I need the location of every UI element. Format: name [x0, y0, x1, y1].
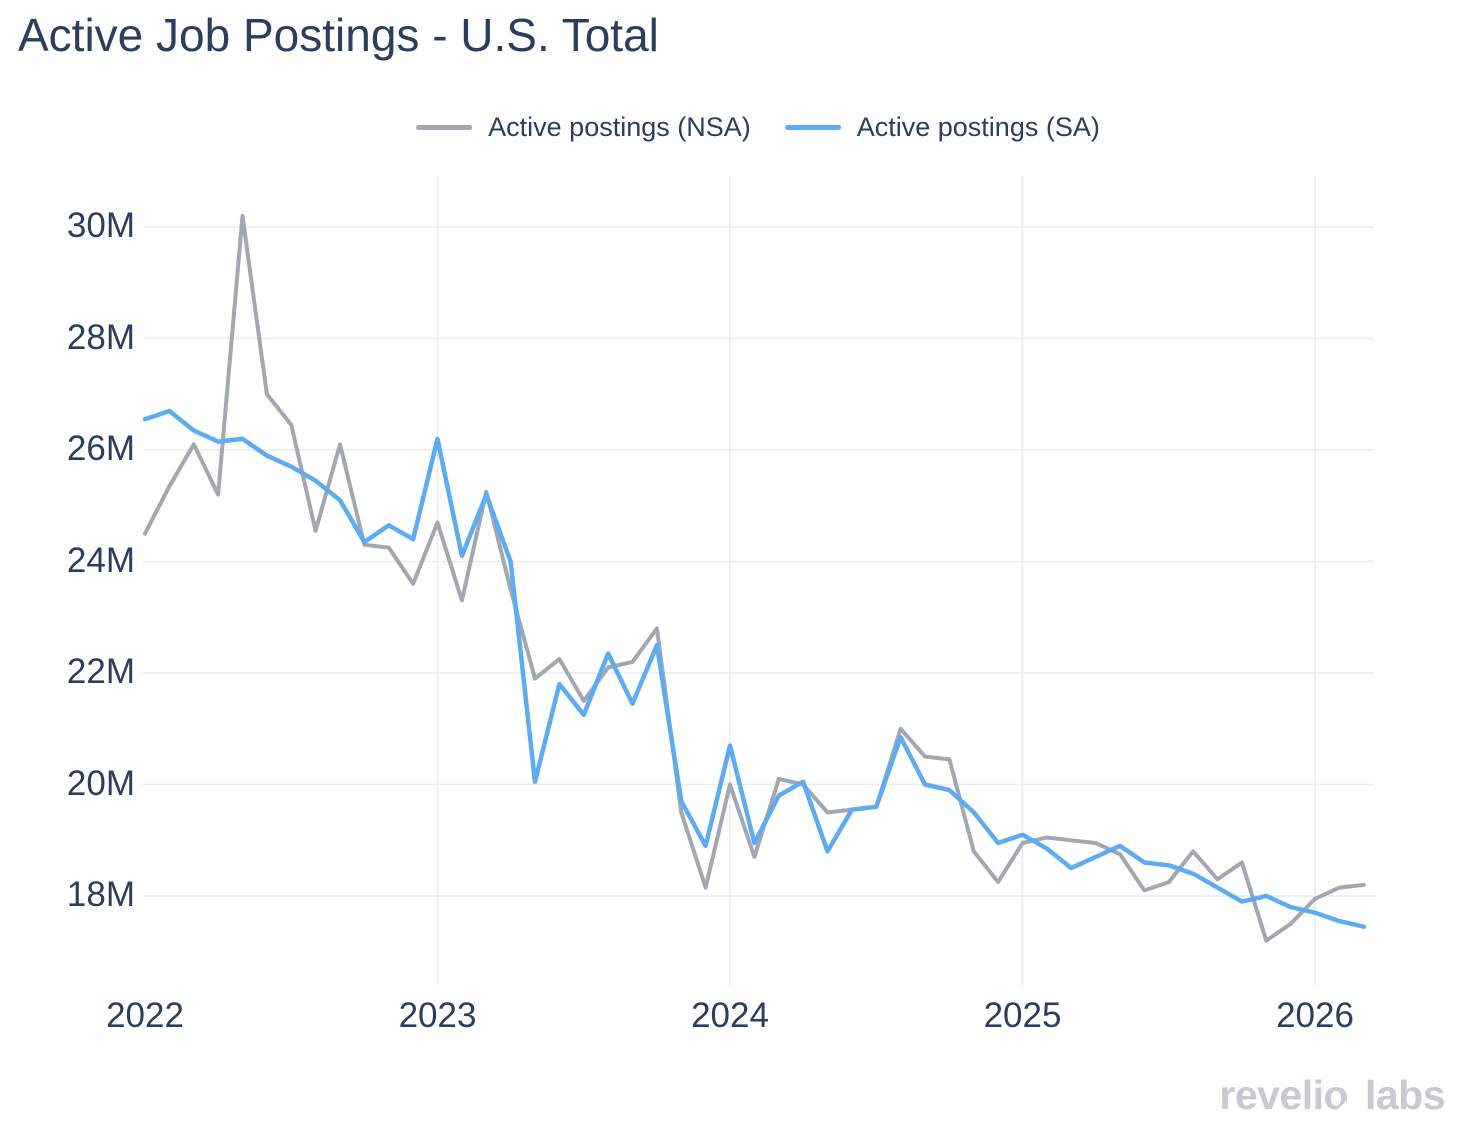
- y-tick-label: 18M: [66, 875, 135, 915]
- revelio-labs-logo: revelio labs: [1219, 1072, 1445, 1118]
- y-tick-label: 24M: [66, 540, 135, 580]
- legend-item-sa[interactable]: Active postings (SA): [784, 112, 1100, 143]
- series-line-sa: [142, 408, 1367, 929]
- y-tick-label: 30M: [66, 206, 135, 246]
- x-tick-label: 2024: [691, 996, 769, 1035]
- logo-o-glyph: o: [1323, 1072, 1349, 1118]
- x-tick-label: 2026: [1276, 996, 1354, 1035]
- legend: Active postings (NSA) Active postings (S…: [416, 112, 1100, 143]
- sa-line-swatch-icon: [784, 125, 841, 130]
- y-tick-label: 28M: [66, 317, 135, 357]
- legend-label-nsa: Active postings (NSA): [488, 112, 751, 142]
- y-tick-label: 22M: [66, 652, 135, 692]
- legend-label-sa: Active postings (SA): [856, 112, 1100, 142]
- y-tick-label: 26M: [66, 429, 135, 469]
- nsa-line-swatch-icon: [416, 125, 473, 130]
- chart-title: Active Job Postings - U.S. Total: [18, 9, 659, 61]
- x-tick-label: 2022: [106, 996, 184, 1035]
- x-tick-label: 2025: [983, 996, 1062, 1035]
- x-tick-label: 2023: [398, 996, 477, 1035]
- legend-item-nsa[interactable]: Active postings (NSA): [416, 112, 751, 143]
- y-tick-label: 20M: [66, 763, 135, 803]
- series-line-nsa: [143, 213, 1366, 943]
